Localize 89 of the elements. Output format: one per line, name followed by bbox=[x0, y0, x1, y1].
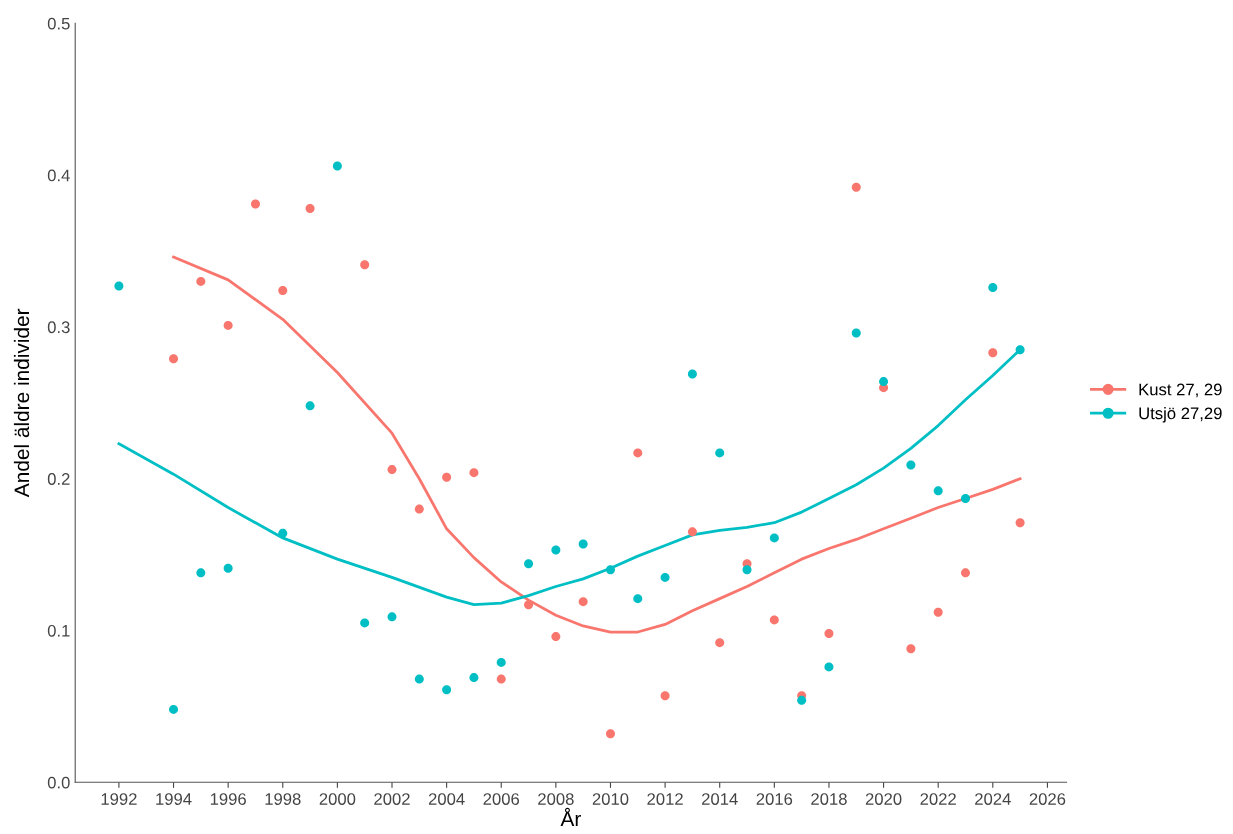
x-tick-label: 2006 bbox=[483, 793, 520, 805]
point bbox=[605, 565, 615, 575]
point bbox=[305, 401, 315, 411]
point bbox=[933, 486, 943, 496]
x-tick-label: 2022 bbox=[920, 793, 956, 805]
point bbox=[442, 472, 452, 482]
y-tick-label: 0.3 bbox=[47, 321, 70, 334]
point bbox=[469, 468, 479, 478]
point bbox=[1015, 345, 1025, 355]
point bbox=[660, 691, 670, 701]
point bbox=[961, 493, 970, 503]
point bbox=[414, 504, 424, 514]
point bbox=[906, 644, 916, 654]
point bbox=[906, 460, 916, 470]
point bbox=[524, 559, 534, 569]
x-tick-label: 1994 bbox=[156, 793, 192, 805]
point bbox=[879, 377, 889, 387]
x-tick-label: 2024 bbox=[975, 793, 1011, 805]
point bbox=[551, 632, 561, 642]
line-series bbox=[172, 255, 1022, 634]
point bbox=[551, 545, 561, 555]
x-tick-label: 1992 bbox=[101, 793, 137, 805]
point bbox=[305, 204, 315, 214]
point bbox=[387, 465, 397, 475]
point bbox=[578, 597, 588, 607]
point bbox=[114, 281, 124, 291]
point bbox=[387, 612, 397, 622]
x-tick-label: 2008 bbox=[538, 793, 574, 805]
point bbox=[524, 600, 534, 610]
point bbox=[278, 528, 288, 538]
point bbox=[223, 563, 233, 573]
x-axis-title: År bbox=[560, 807, 581, 827]
x-tick-label: 2016 bbox=[756, 793, 793, 805]
x-tick-label: 1996 bbox=[210, 793, 246, 805]
point bbox=[851, 182, 861, 192]
point bbox=[633, 594, 643, 604]
y-tick-label: 0.2 bbox=[47, 473, 70, 485]
x-tick-label: 2018 bbox=[811, 793, 847, 805]
point bbox=[961, 568, 970, 578]
point bbox=[715, 448, 725, 458]
point bbox=[196, 568, 206, 578]
point bbox=[169, 704, 179, 714]
point bbox=[496, 657, 506, 667]
point bbox=[824, 629, 834, 639]
point bbox=[769, 533, 779, 543]
point bbox=[687, 527, 697, 537]
point bbox=[605, 729, 615, 739]
point bbox=[769, 615, 779, 625]
y-tick-label: 0.0 bbox=[47, 776, 70, 789]
point bbox=[169, 354, 179, 364]
point bbox=[633, 448, 643, 458]
y-tick-label: 0.5 bbox=[47, 17, 70, 30]
x-tick-label: 2026 bbox=[1029, 793, 1066, 805]
y-tick-label: 0.1 bbox=[47, 624, 70, 637]
point bbox=[250, 199, 260, 209]
x-tick-label: 2000 bbox=[319, 793, 356, 805]
point bbox=[578, 539, 588, 549]
point bbox=[660, 572, 670, 582]
point bbox=[742, 565, 752, 575]
point bbox=[715, 638, 725, 648]
point bbox=[988, 348, 998, 358]
point bbox=[1015, 518, 1025, 528]
x-tick-label: 2010 bbox=[592, 793, 629, 805]
point bbox=[442, 685, 452, 695]
point bbox=[332, 161, 342, 171]
point bbox=[278, 286, 288, 295]
point bbox=[223, 320, 233, 330]
point bbox=[797, 695, 807, 705]
point bbox=[360, 618, 370, 628]
point bbox=[496, 674, 506, 684]
y-tick-label: 0.4 bbox=[47, 169, 70, 182]
x-tick-label: 2020 bbox=[865, 793, 902, 805]
x-tick-label: 2014 bbox=[702, 793, 738, 805]
point bbox=[851, 328, 861, 338]
point bbox=[360, 260, 370, 270]
point bbox=[687, 369, 697, 379]
x-tick-label: 2002 bbox=[374, 793, 410, 805]
point bbox=[414, 674, 424, 684]
point bbox=[824, 662, 834, 672]
legend-label: Utsjö 27,29 bbox=[1139, 406, 1222, 423]
x-tick-label: 2004 bbox=[428, 793, 465, 805]
legend-label: Kust 27, 29 bbox=[1139, 383, 1222, 398]
x-tick-label: 1998 bbox=[265, 793, 301, 805]
point bbox=[196, 276, 206, 286]
x-tick-label: 2012 bbox=[647, 793, 683, 805]
point bbox=[988, 282, 998, 292]
point bbox=[933, 607, 943, 617]
point bbox=[469, 673, 479, 683]
y-axis-title: Andel äldre individer bbox=[13, 308, 30, 498]
